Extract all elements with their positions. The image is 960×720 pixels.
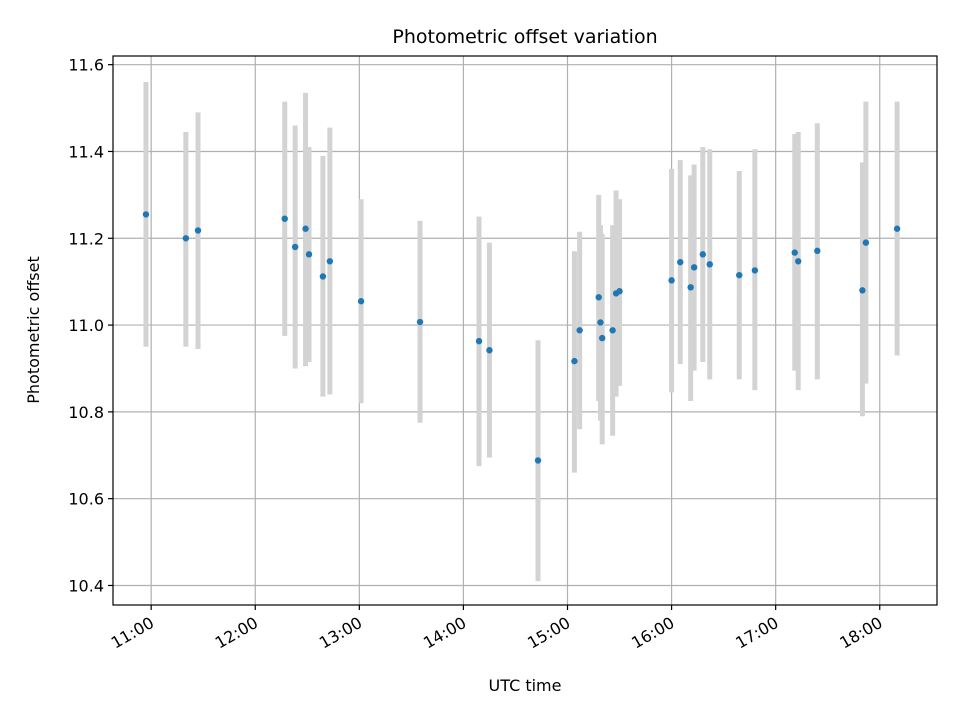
y-tick-label: 11.4 (68, 142, 104, 161)
x-tick-label: 18:00 (836, 613, 885, 653)
data-point (699, 251, 707, 258)
data-point (319, 273, 327, 280)
y-tick-label: 11.0 (68, 316, 104, 335)
x-tick-label: 17:00 (732, 613, 781, 653)
data-point (736, 271, 743, 279)
data-point (486, 347, 493, 354)
x-tick-label: 15:00 (524, 613, 573, 653)
data-point (326, 258, 334, 265)
data-point (859, 287, 866, 294)
data-point (690, 264, 698, 271)
data-point (595, 294, 602, 301)
data-point (598, 334, 606, 342)
data-point (795, 258, 802, 265)
data-point (706, 261, 713, 268)
x-tick-label: 11:00 (108, 613, 157, 653)
data-point (814, 247, 821, 255)
data-point (597, 319, 604, 326)
x-tick-label: 13:00 (316, 613, 365, 653)
data-point (687, 284, 694, 291)
data-point (576, 327, 583, 334)
data-point (571, 357, 578, 365)
data-point (281, 215, 288, 222)
data-point (291, 243, 299, 251)
data-point (194, 227, 202, 234)
y-tick-label: 10.6 (68, 490, 104, 509)
data-point (475, 337, 483, 345)
data-point (668, 277, 675, 284)
data-point (416, 318, 424, 326)
data-point (302, 225, 309, 232)
y-axis-label: Photometric offset (24, 256, 43, 404)
y-tick-label: 10.8 (68, 403, 104, 422)
grid-lines (113, 56, 937, 605)
x-axis-label: UTC time (489, 676, 562, 695)
data-point (182, 235, 190, 242)
data-point (791, 249, 798, 256)
x-axis-ticks: 11:00 12:00 13:00 14:00 15:00 16:00 17:00 18:00 (108, 605, 886, 653)
data-point (677, 258, 684, 266)
data-point (142, 211, 150, 218)
data-points (142, 211, 901, 464)
y-tick-label: 11.6 (68, 56, 104, 75)
data-point (893, 225, 901, 232)
plot-frame (112, 55, 938, 606)
data-point (305, 251, 313, 258)
data-point (534, 457, 542, 464)
data-point (357, 298, 365, 305)
y-tick-label: 11.2 (68, 229, 104, 248)
data-point (862, 239, 870, 246)
data-point (616, 288, 623, 295)
y-tick-label: 10.4 (68, 576, 104, 595)
chart-title: Photometric offset variation (392, 26, 657, 48)
x-tick-label: 12:00 (212, 613, 261, 653)
data-point (751, 267, 759, 274)
data-point (609, 327, 616, 334)
x-tick-label: 14:00 (420, 613, 469, 653)
y-axis-ticks: 10.4 10.6 10.8 11.0 11.2 11.4 11.6 (68, 56, 113, 595)
x-tick-label: 16:00 (628, 613, 677, 653)
error-bars (143, 82, 900, 582)
